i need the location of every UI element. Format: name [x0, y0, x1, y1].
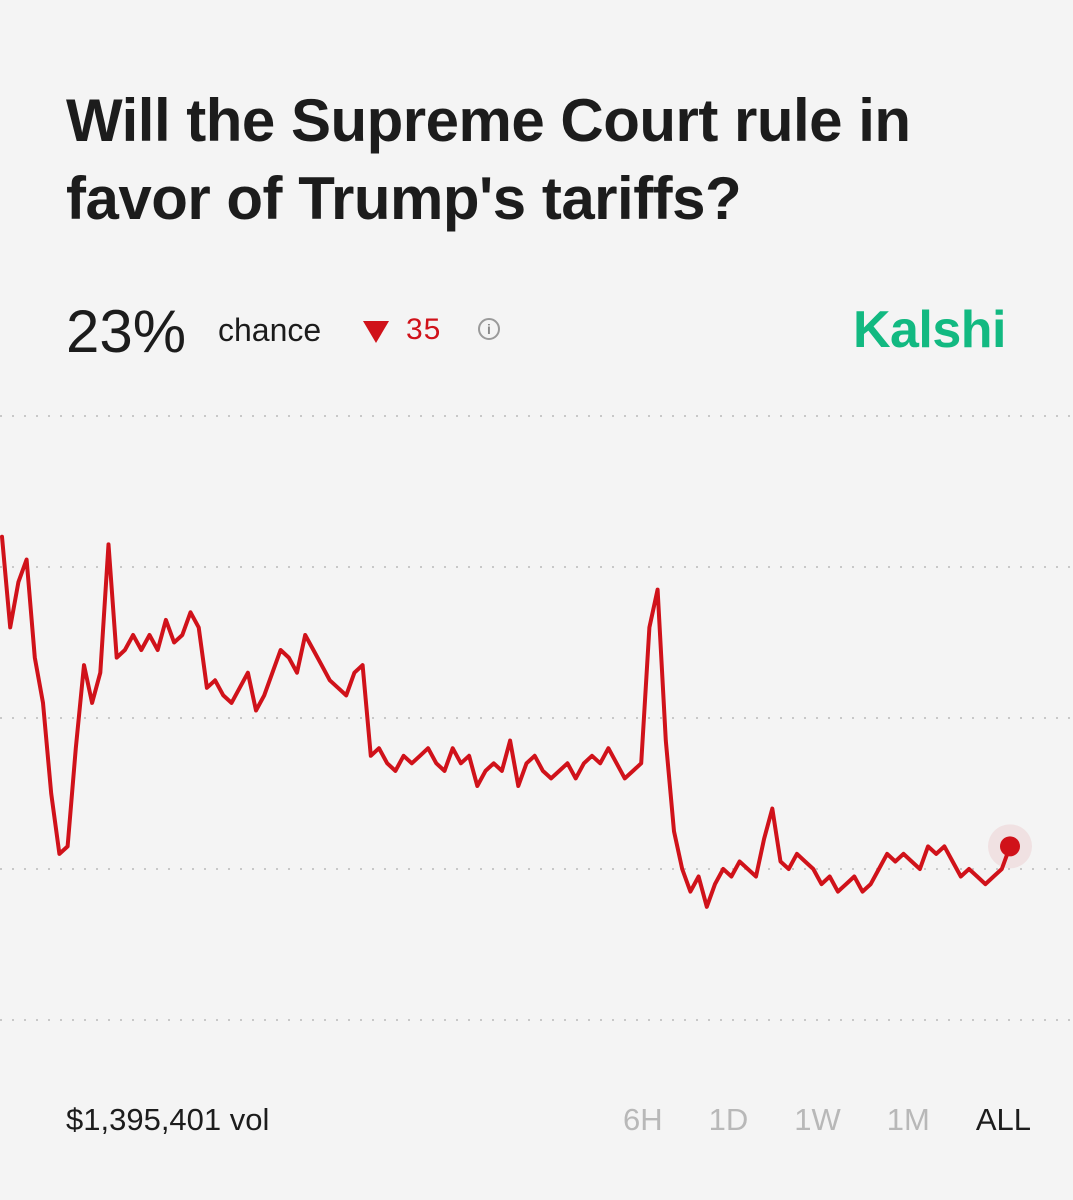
time-range-selector: 6H 1D 1W 1M ALL: [577, 1100, 1031, 1140]
range-1m-button[interactable]: 1M: [887, 1100, 930, 1140]
current-price-dot[interactable]: [1000, 836, 1020, 857]
range-6h-button[interactable]: 6H: [623, 1100, 663, 1140]
chance-label: chance: [218, 312, 322, 348]
market-title: Will the Supreme Court rule in favor of …: [66, 87, 911, 232]
odds-summary: 23% chance 35 i Kalshi: [66, 296, 1016, 368]
chart-footer: $1,395,401 vol 6H 1D 1W 1M ALL: [66, 1096, 1031, 1144]
down-triangle-icon: [363, 321, 389, 343]
range-all-button[interactable]: ALL: [976, 1100, 1031, 1140]
range-1d-button[interactable]: 1D: [709, 1100, 749, 1140]
volume-label: $1,395,401 vol: [66, 1102, 270, 1137]
chart-gridlines: [0, 415, 1073, 1021]
brand-logo: Kalshi: [852, 301, 1007, 359]
range-1w-button[interactable]: 1W: [794, 1100, 841, 1140]
chance-value: 23%: [66, 298, 187, 365]
info-icon[interactable]: i: [478, 318, 500, 340]
change-value: 35: [406, 313, 442, 346]
price-line: [0, 534, 1012, 909]
